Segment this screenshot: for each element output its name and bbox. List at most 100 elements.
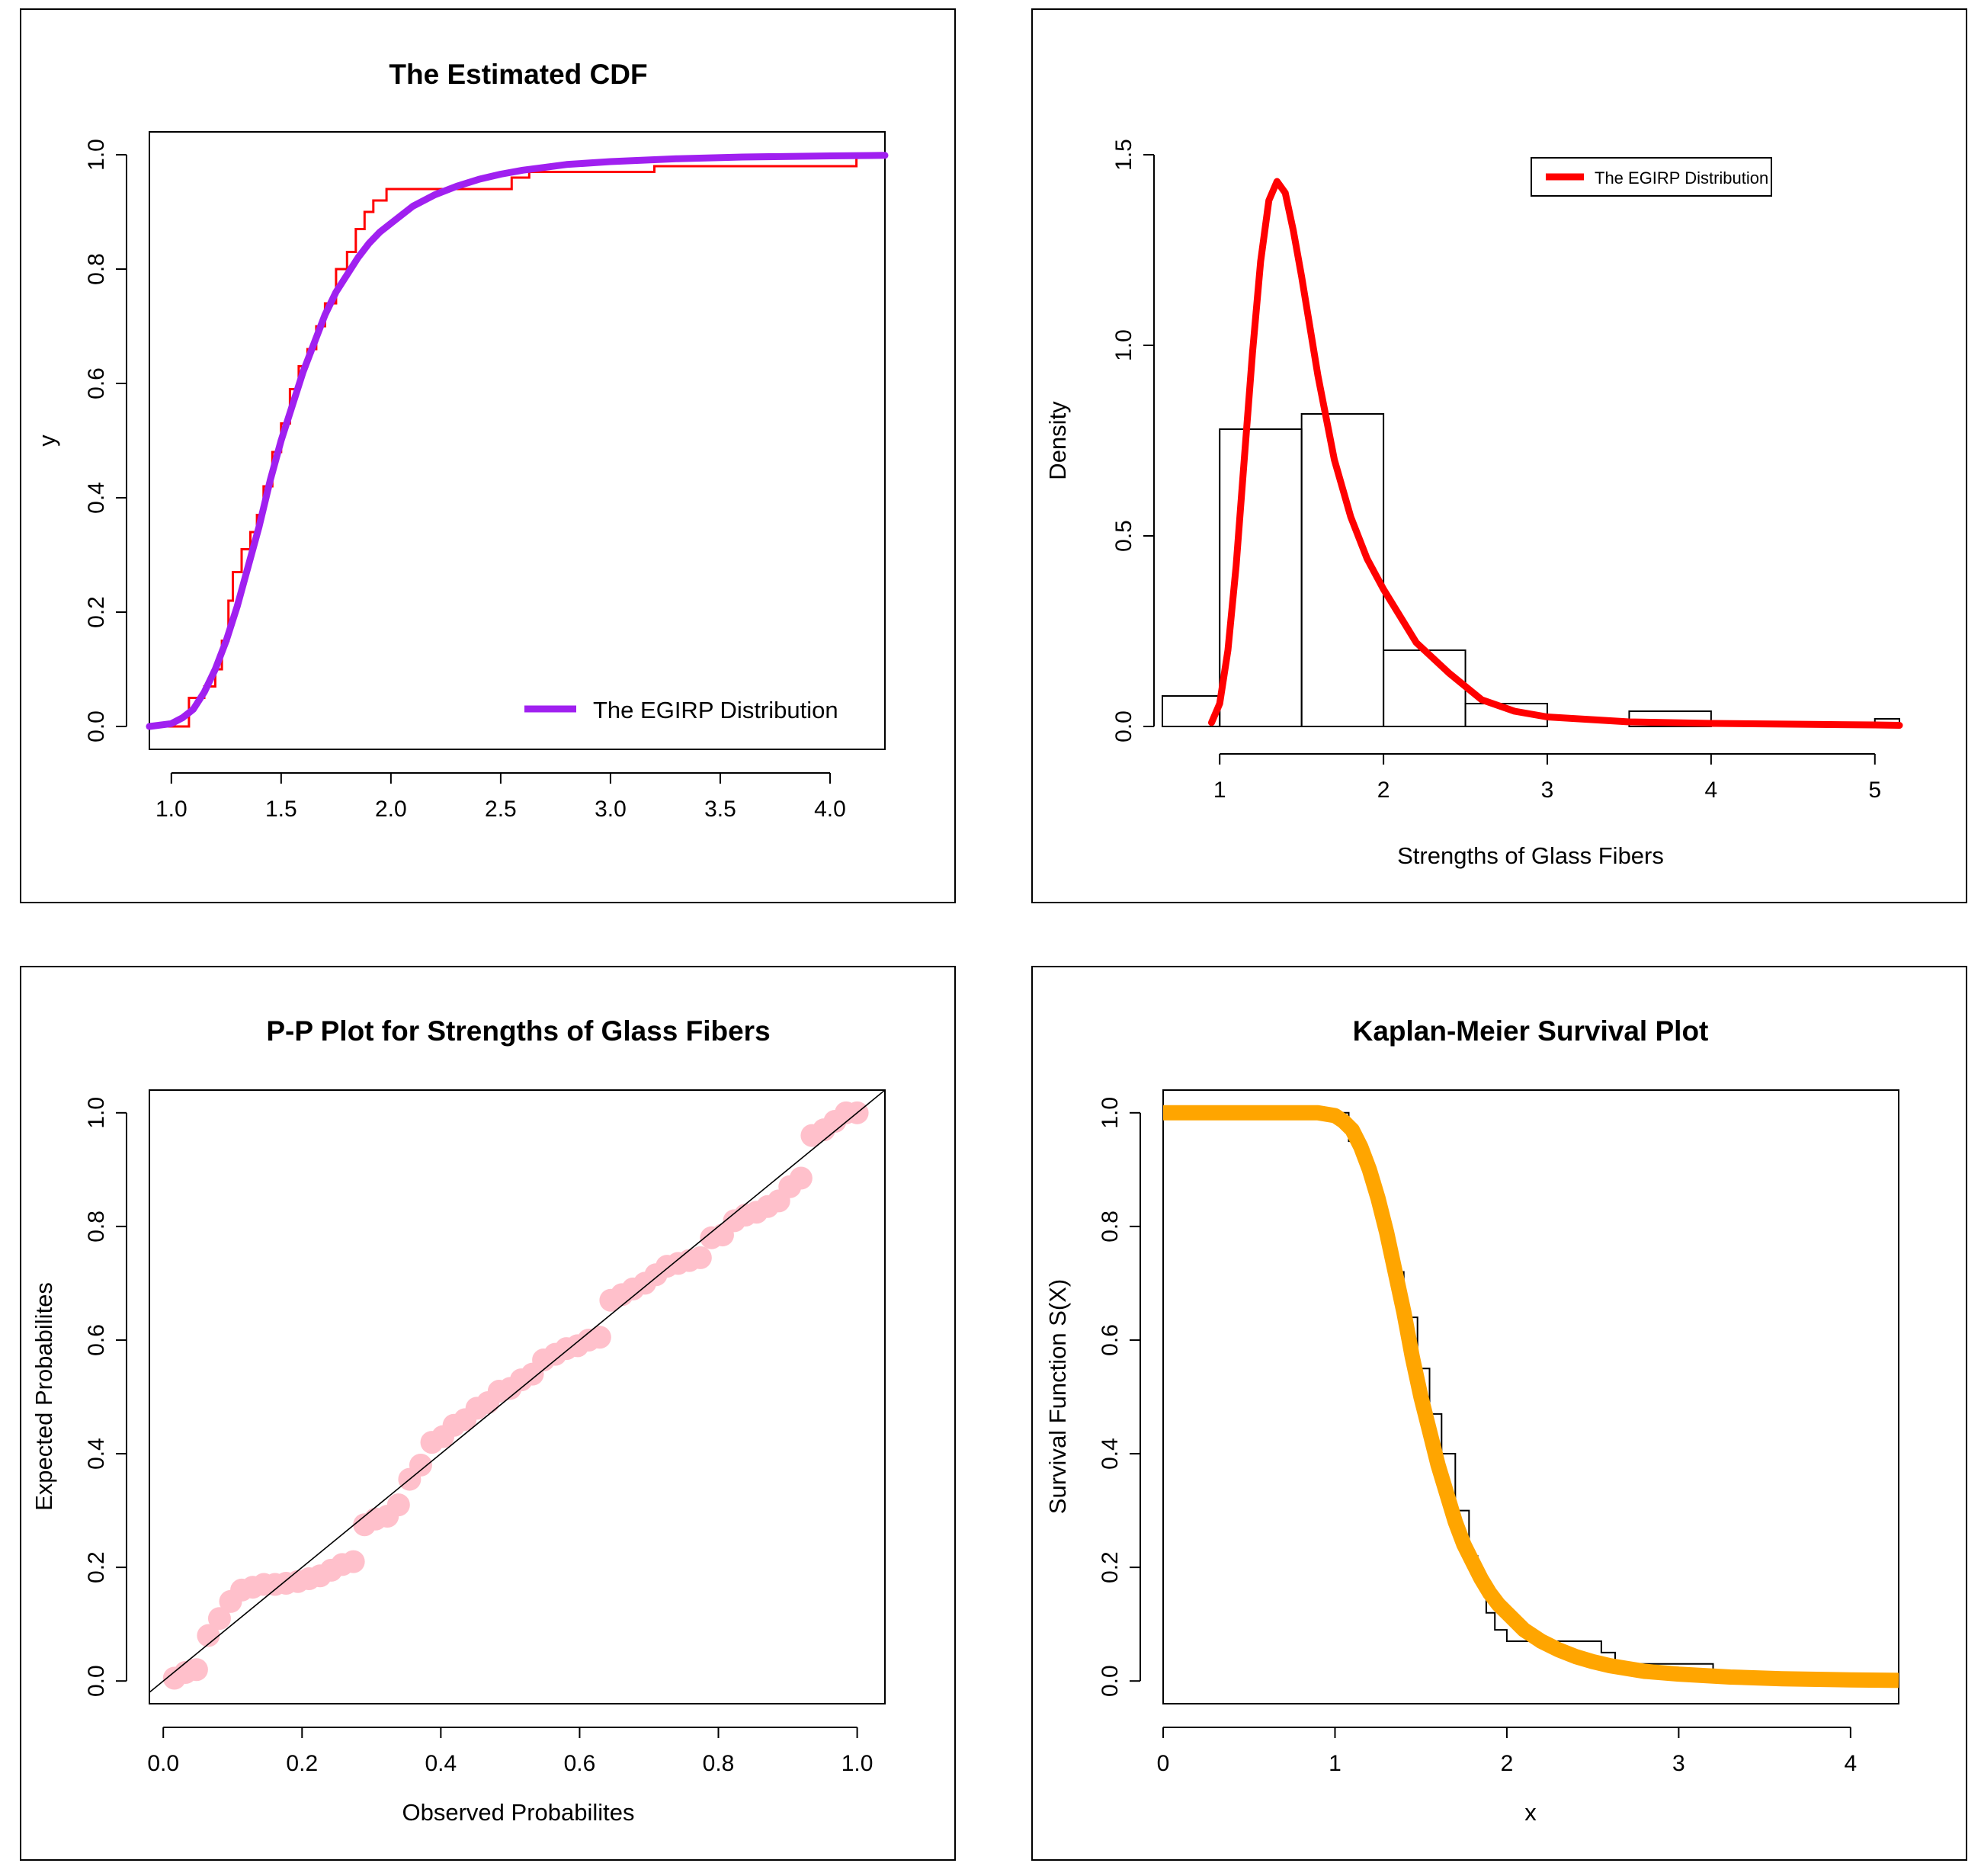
km-y-axis: 0.0 0.2 0.4 0.6 0.8 1.0 [1098,1097,1141,1697]
km-y-tick-label: 1.0 [1098,1097,1123,1129]
cdf-x-tick-label: 1.0 [155,797,188,822]
pp-y-axis: 0.0 0.2 0.4 0.6 0.8 1.0 [84,1097,127,1697]
pp-x-tick-label: 1.0 [841,1751,873,1776]
density-ylabel: Density [1044,401,1071,480]
pp-y-tick-label: 0.6 [84,1324,109,1356]
pp-point [207,1607,231,1631]
pp-point [789,1166,813,1190]
panel-cdf-border [20,8,956,903]
density-x-tick-label: 1 [1213,778,1226,803]
cdf-y-tick-label: 0.0 [84,710,109,742]
pp-x-tick-label: 0.4 [425,1751,457,1776]
cdf-x-tick-label: 2.0 [375,797,407,822]
pp-x-tick-label: 0.2 [286,1751,318,1776]
pp-marks [149,1089,886,1693]
km-plot-box [1162,1089,1899,1704]
cdf-legend-label: The EGIRP Distribution [593,697,838,723]
cdf-plot-box [149,131,886,750]
cdf-empirical-step [149,153,885,728]
cdf-marks [146,152,889,730]
pp-x-tick-label: 0.6 [564,1751,596,1776]
cdf-x-tick-label: 3.0 [595,797,627,822]
panel-pp-border [20,966,956,1861]
density-x-tick-label: 2 [1377,778,1390,803]
cdf-legend: The EGIRP Distribution [524,697,838,723]
density-y-tick-label: 0.0 [1111,710,1136,742]
pp-point [588,1326,611,1349]
cdf-x-axis: 1.0 1.5 2.0 2.5 3.0 3.5 4.0 [155,772,846,822]
km-xlabel: x [1524,1799,1537,1826]
panel-cdf: The Estimated CDF y 1.0 1.5 2.0 2.5 3.0 3.5 4.… [20,8,956,903]
km-x-axis: 0 1 2 3 4 [1157,1727,1858,1776]
km-x-tick-label: 1 [1329,1751,1342,1776]
pp-x-tick-label: 0.0 [147,1751,179,1776]
pp-y-tick-label: 0.0 [84,1665,109,1697]
panel-km-border [1031,966,1967,1861]
density-y-tick-label: 1.0 [1111,329,1136,361]
cdf-y-tick-label: 1.0 [84,139,109,171]
pp-plot-box [149,1089,886,1704]
cdf-y-tick-label: 0.4 [84,482,109,514]
panel-km: Kaplan-Meier Survival Plot Survival Func… [1031,966,1967,1861]
pp-point [688,1246,712,1269]
density-curve [1208,178,1903,729]
density-legend-label: The EGIRP Distribution [1595,168,1768,188]
km-x-tick-label: 0 [1157,1751,1170,1776]
cdf-title: The Estimated CDF [389,59,647,90]
pp-y-tick-label: 0.8 [84,1211,109,1243]
pp-point [409,1453,432,1477]
km-title: Kaplan-Meier Survival Plot [1353,1015,1709,1047]
density-x-axis: 1 2 3 4 5 [1213,753,1881,803]
pp-reference-line [149,1089,886,1693]
density-x-tick-label: 4 [1705,778,1718,803]
km-x-tick-label: 3 [1672,1751,1685,1776]
km-x-tick-label: 2 [1501,1751,1514,1776]
density-y-axis: 0.0 0.5 1.0 1.5 [1111,139,1155,742]
cdf-ylabel: y [34,435,60,447]
km-ylabel: Survival Function S(X) [1044,1279,1071,1514]
km-y-tick-label: 0.2 [1098,1551,1123,1583]
density-marks [1162,178,1903,729]
density-legend: The EGIRP Distribution [1531,157,1772,197]
density-y-tick-label: 1.5 [1111,139,1136,171]
km-step [1163,1111,1871,1682]
km-y-tick-label: 0.4 [1098,1438,1123,1470]
panel-pp: P-P Plot for Strengths of Glass Fibers E… [20,966,956,1861]
pp-y-tick-label: 1.0 [84,1097,109,1129]
pp-point [341,1550,365,1573]
histogram-bar [1383,649,1467,727]
km-y-tick-label: 0.8 [1098,1211,1123,1243]
km-marks [1163,1105,1899,1688]
cdf-x-tick-label: 1.5 [265,797,297,822]
pp-x-tick-label: 0.8 [703,1751,735,1776]
pp-ylabel: Expected Probabilites [30,1282,57,1511]
histogram-bar [1300,413,1385,727]
cdf-fitted-curve [146,152,889,730]
km-fitted-curve [1163,1105,1899,1688]
cdf-y-tick-label: 0.2 [84,596,109,628]
density-x-tick-label: 3 [1541,778,1554,803]
pp-y-tick-label: 0.4 [84,1438,109,1470]
pp-x-axis: 0.0 0.2 0.4 0.6 0.8 1.0 [147,1727,873,1776]
pp-point [197,1624,220,1647]
density-x-tick-label: 5 [1868,778,1881,803]
cdf-y-tick-label: 0.6 [84,367,109,399]
cdf-x-tick-label: 3.5 [704,797,736,822]
cdf-x-tick-label: 2.5 [485,797,517,822]
pp-point [184,1658,208,1682]
density-y-tick-label: 0.5 [1111,520,1136,552]
km-x-tick-label: 4 [1845,1751,1858,1776]
density-xlabel: Strengths of Glass Fibers [1397,842,1664,869]
pp-point [386,1493,410,1517]
cdf-y-tick-label: 0.8 [84,253,109,285]
cdf-y-axis: 0.0 0.2 0.4 0.6 0.8 1.0 [84,139,127,742]
pp-title: P-P Plot for Strengths of Glass Fibers [266,1015,770,1047]
pp-y-tick-label: 0.2 [84,1551,109,1583]
km-y-tick-label: 0.6 [1098,1324,1123,1356]
pp-xlabel: Observed Probabilites [402,1799,635,1826]
panel-density-border [1031,8,1967,903]
km-y-tick-label: 0.0 [1098,1665,1123,1697]
cdf-x-tick-label: 4.0 [814,797,846,822]
